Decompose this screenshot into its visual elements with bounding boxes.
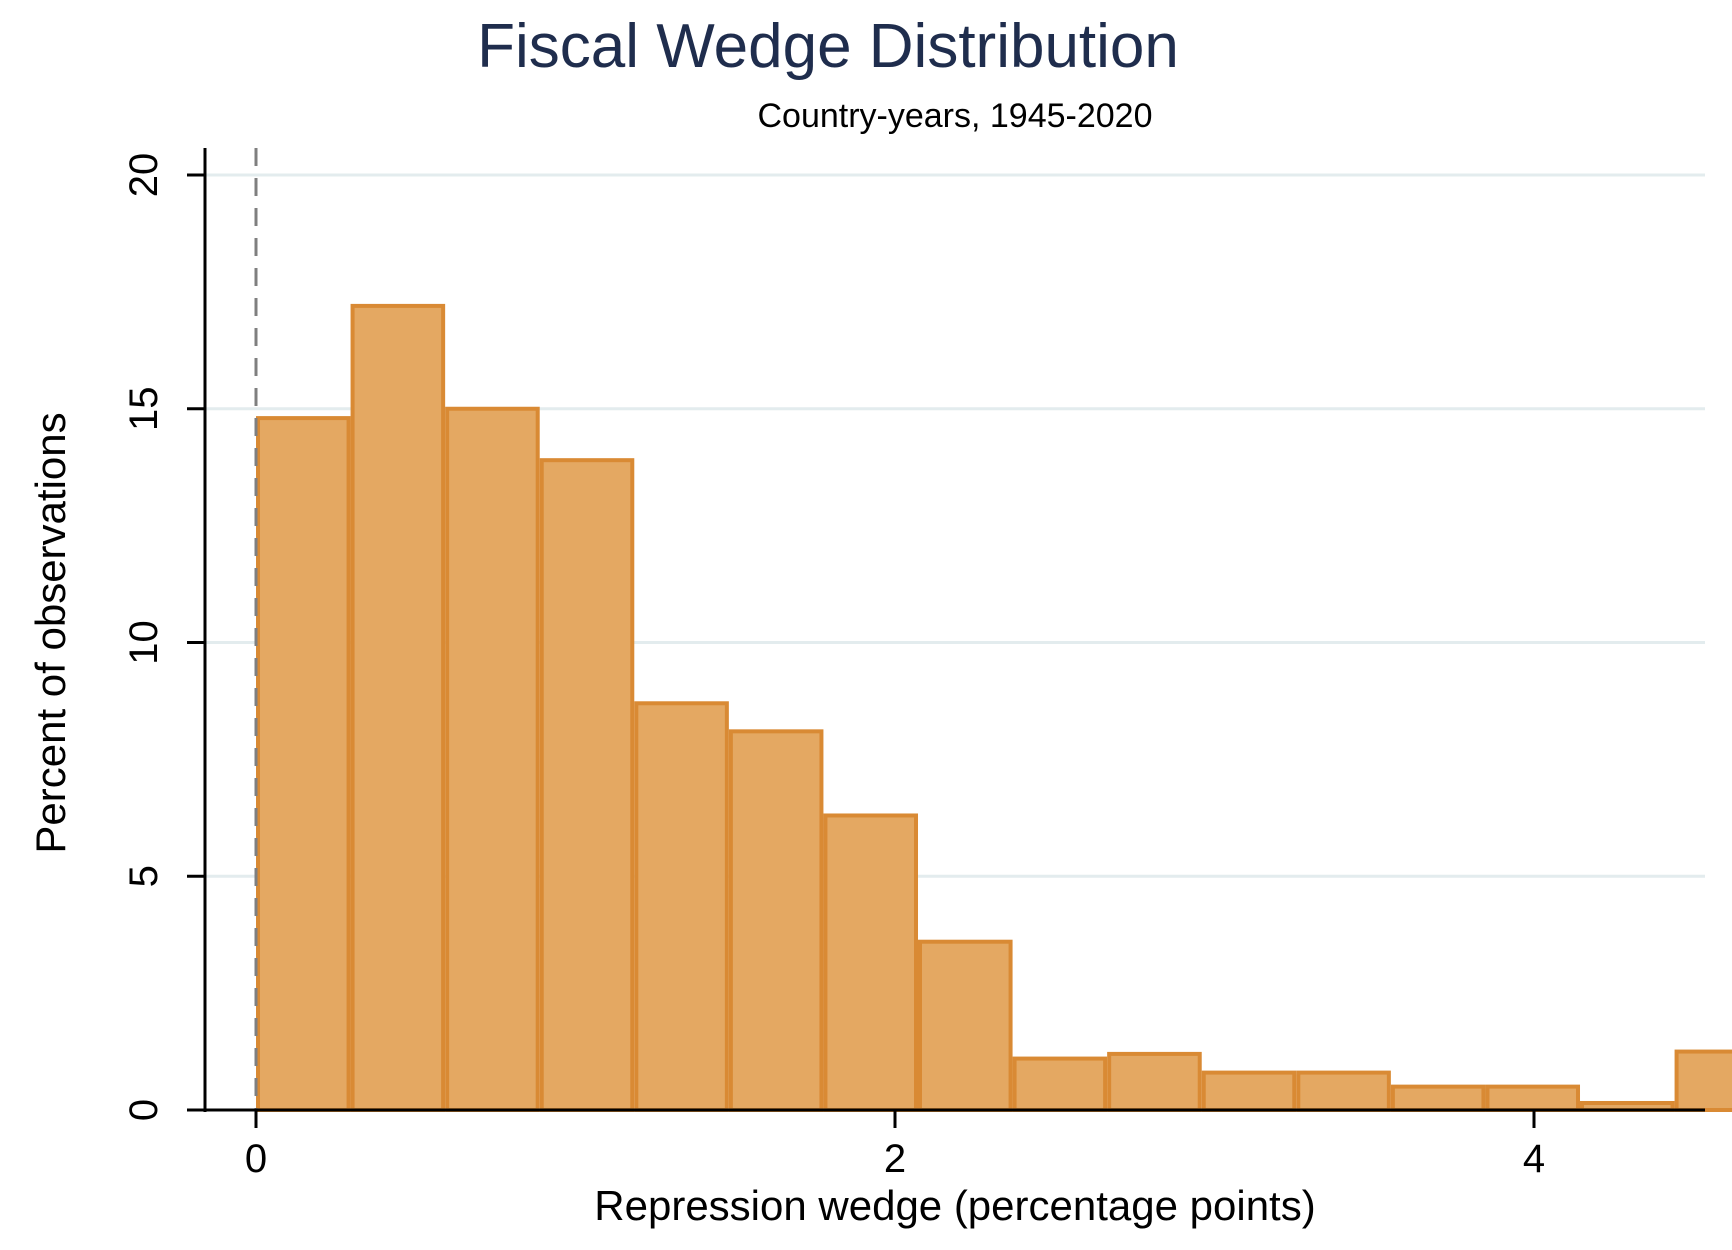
histogram-bar-3 bbox=[539, 458, 635, 1112]
x-tick-label-4: 4 bbox=[1523, 1137, 1545, 1181]
histogram-bar-13 bbox=[1485, 1084, 1581, 1112]
y-tick-label-20: 20 bbox=[122, 153, 166, 198]
chart-title: Fiscal Wedge Distribution bbox=[477, 12, 1179, 81]
histogram-bar-8 bbox=[1012, 1056, 1108, 1112]
histogram-bar-6 bbox=[823, 813, 919, 1112]
y-axis-label: Percent of observations bbox=[27, 412, 74, 853]
histogram-bar-1 bbox=[350, 303, 446, 1112]
histogram-bar-2 bbox=[445, 406, 540, 1112]
histogram-bar-4 bbox=[634, 701, 729, 1113]
y-tick-label-15: 15 bbox=[122, 387, 166, 432]
histogram-bar-7 bbox=[918, 939, 1013, 1113]
y-tick-label-10: 10 bbox=[122, 620, 166, 665]
y-tick-label-5: 5 bbox=[122, 865, 166, 887]
axes bbox=[187, 148, 1705, 1128]
histogram-bar-15 bbox=[1674, 1049, 1732, 1112]
x-tick-label-2: 2 bbox=[884, 1137, 906, 1181]
histogram-bar-11 bbox=[1296, 1070, 1391, 1112]
histogram-bar-10 bbox=[1201, 1070, 1297, 1112]
chart-subtitle: Country-years, 1945-2020 bbox=[757, 97, 1152, 135]
tick-labels: 0510152002468 bbox=[122, 153, 1545, 1181]
histogram-bar-0 bbox=[256, 416, 351, 1113]
histogram-bars bbox=[256, 303, 1732, 1113]
histogram-bar-9 bbox=[1107, 1051, 1202, 1113]
histogram-bar-5 bbox=[728, 729, 824, 1112]
x-axis-label: Repression wedge (percentage points) bbox=[594, 1182, 1315, 1229]
x-tick-label-0: 0 bbox=[245, 1137, 267, 1181]
histogram-bar-12 bbox=[1390, 1084, 1486, 1112]
y-tick-label-0: 0 bbox=[122, 1099, 166, 1121]
